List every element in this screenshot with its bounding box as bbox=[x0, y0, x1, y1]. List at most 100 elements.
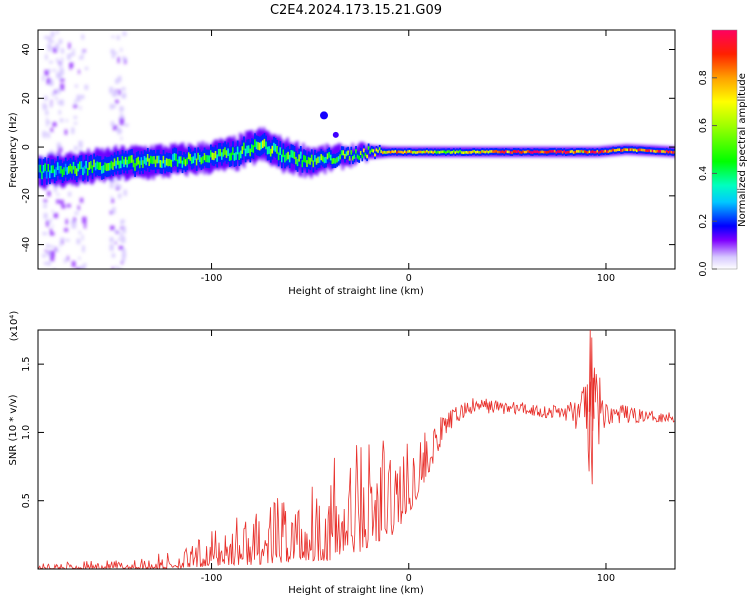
spectrogram-cell bbox=[393, 150, 395, 154]
spectrogram-cell bbox=[170, 159, 173, 168]
spectrogram-noise-cell bbox=[46, 117, 48, 125]
spectrogram-cell bbox=[211, 152, 214, 160]
spectrogram-cell bbox=[91, 165, 94, 173]
spectrogram-cell bbox=[94, 162, 97, 171]
spectrogram-noise-cell bbox=[121, 87, 126, 91]
colorbar-tick-label: 0.6 bbox=[698, 118, 709, 133]
spectrogram-cell bbox=[225, 150, 228, 158]
spectrogram-cell bbox=[156, 155, 159, 164]
spectrogram-cell bbox=[200, 157, 203, 165]
spectrogram-cell bbox=[336, 157, 338, 163]
spectrogram-cell bbox=[621, 149, 624, 152]
snr-panel: -100 0 100 0.5 1.0 1.5 Height of straight li… bbox=[8, 311, 676, 596]
spectrogram-cell bbox=[659, 150, 662, 153]
spectrogram-cell bbox=[539, 150, 542, 154]
spectrogram-cell bbox=[260, 141, 263, 150]
spectrogram-noise-cell bbox=[48, 261, 51, 266]
spectrogram-cell bbox=[651, 149, 654, 153]
spectrogram-cell bbox=[471, 150, 474, 154]
spectrogram-cell bbox=[423, 150, 425, 154]
spectrogram-cell bbox=[90, 161, 92, 169]
spectrogram-noise-cell bbox=[82, 50, 84, 56]
spectrogram-cell bbox=[557, 150, 559, 153]
spectrogram-cell bbox=[41, 171, 43, 180]
spectrogram-cell bbox=[514, 150, 517, 153]
spectrogram-frame bbox=[37, 29, 676, 270]
spectrogram-cell bbox=[664, 150, 667, 154]
spectrogram-noise-cell bbox=[117, 57, 120, 63]
spectrogram-noise-cell bbox=[50, 232, 55, 236]
spectrogram-halo-cell bbox=[349, 149, 352, 168]
spectrogram-noise-cell bbox=[44, 70, 49, 76]
spectrogram-cell bbox=[115, 160, 118, 169]
spectrogram-noise-cell bbox=[58, 39, 63, 44]
spectrogram-noise-cell bbox=[55, 249, 60, 252]
spectrogram-cell bbox=[416, 151, 419, 154]
spectrogram-cell bbox=[137, 156, 140, 165]
spectrogram-cell bbox=[505, 150, 507, 153]
spectrogram-cell bbox=[632, 148, 635, 152]
spectrogram-cell bbox=[142, 160, 144, 168]
spectrogram-noise-cell bbox=[115, 183, 120, 190]
spectrogram-cell bbox=[427, 151, 430, 154]
spectrogram-noise-cell bbox=[124, 59, 127, 64]
spectrogram-noise-cell bbox=[46, 78, 51, 85]
spectrogram-cell bbox=[490, 150, 493, 153]
spectrogram-noise-cell bbox=[84, 66, 89, 70]
spectrogram-noise-cell bbox=[113, 104, 116, 108]
y-tick-label: 0 bbox=[21, 144, 32, 150]
spectrogram-cell bbox=[236, 146, 239, 155]
spectrogram-noise-cell bbox=[119, 106, 124, 112]
spectrogram-cell bbox=[383, 150, 386, 154]
spectrogram-noise-cell bbox=[67, 255, 69, 261]
spectrogram-noise-cell bbox=[65, 119, 68, 122]
spectrogram-cell bbox=[670, 150, 673, 154]
spectrogram-halo-cell bbox=[361, 142, 364, 158]
spectrogram-noise-cell bbox=[116, 187, 120, 190]
spectrogram-noise-cell bbox=[57, 146, 62, 152]
spectrogram-noise-cell bbox=[68, 53, 71, 60]
spectrogram-cell bbox=[255, 141, 258, 150]
spectrogram-cell bbox=[419, 150, 422, 154]
spectrogram-cell bbox=[560, 150, 562, 153]
spectrogram-cell bbox=[101, 166, 103, 174]
spectrogram-noise-cell bbox=[60, 48, 65, 54]
spectrogram-noise-cell bbox=[50, 127, 54, 132]
spectrogram-cell bbox=[572, 151, 575, 154]
spectrogram-cell bbox=[438, 151, 441, 154]
spectrogram-cell bbox=[418, 150, 420, 154]
spectrogram-noise-cell bbox=[84, 223, 87, 229]
spectrogram-y-ticks: -40 -20 0 20 40 bbox=[21, 43, 675, 252]
spectrogram-cell bbox=[309, 157, 312, 165]
spectrogram-cell bbox=[331, 158, 334, 164]
spectrogram-cell bbox=[318, 156, 321, 163]
spectrogram-noise-cell bbox=[71, 127, 75, 134]
spectrogram-cell bbox=[146, 154, 149, 162]
spectrogram-noise-cell bbox=[44, 249, 47, 252]
snr-x-label: Height of straight line (km) bbox=[288, 585, 424, 596]
spectrogram-cell bbox=[394, 150, 397, 153]
spectrogram-cell bbox=[568, 150, 570, 154]
spectrogram-cell bbox=[306, 160, 308, 167]
colorbar-gradient bbox=[712, 30, 737, 269]
spectrogram-cell bbox=[547, 150, 550, 154]
spectrogram-cell bbox=[222, 149, 225, 157]
colorbar-frame bbox=[711, 29, 738, 270]
spectrogram-noise-cell bbox=[109, 210, 113, 215]
spectrogram-cell bbox=[599, 150, 602, 154]
spectrogram-noise-cell bbox=[58, 74, 62, 79]
spectrogram-cell bbox=[339, 154, 342, 160]
spectrogram-cell bbox=[232, 147, 234, 155]
spectrogram-cell bbox=[205, 155, 207, 163]
spectrogram-noise-cell bbox=[60, 237, 65, 240]
spectrogram-cell bbox=[374, 153, 376, 157]
spectrogram-noise-cell bbox=[68, 42, 71, 49]
spectrogram-cell bbox=[569, 150, 572, 153]
spectrogram-noise-cell bbox=[59, 78, 65, 82]
spectrogram-cell bbox=[523, 150, 526, 154]
spectrogram-cell bbox=[479, 151, 482, 154]
spectrogram-noise-cell bbox=[112, 93, 117, 97]
spectrogram-noise-cell bbox=[46, 220, 49, 227]
spectrogram-cell bbox=[82, 167, 84, 176]
spectrogram-cell bbox=[116, 157, 119, 165]
